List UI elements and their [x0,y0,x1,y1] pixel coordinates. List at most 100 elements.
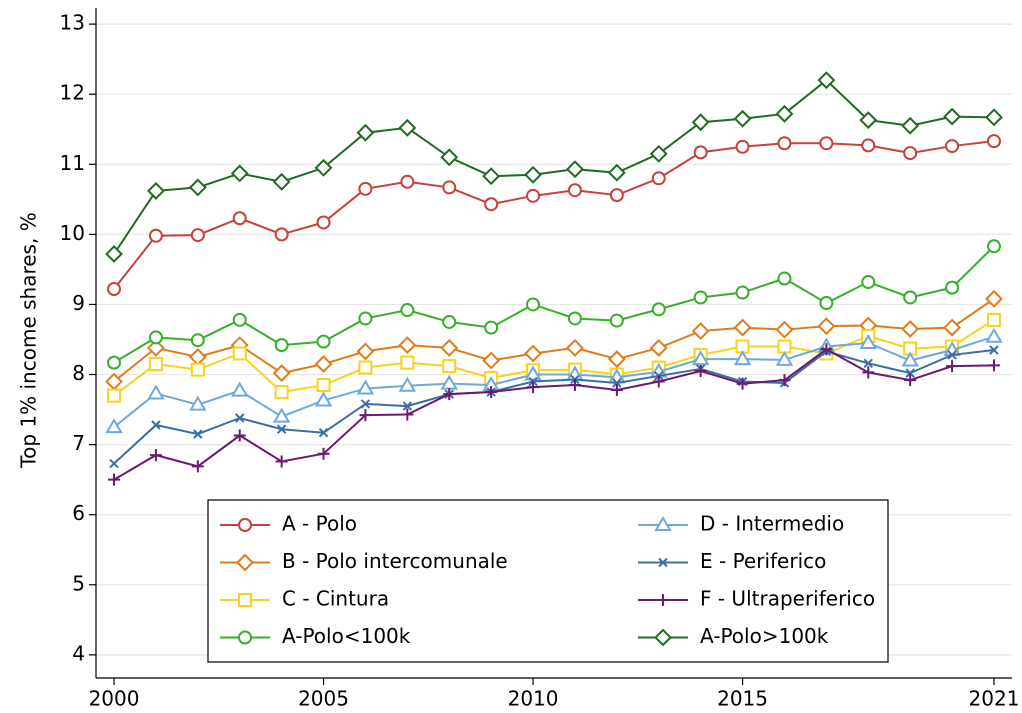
marker [651,302,666,317]
marker [317,447,330,460]
marker [358,181,373,196]
marker [777,271,792,286]
marker [238,630,252,645]
marker [819,296,834,311]
marker [189,395,207,411]
marker [733,350,752,366]
marker [817,71,836,90]
marker [314,158,333,177]
marker [358,360,373,375]
y-tick-label: 7 [72,431,85,455]
marker [188,348,207,366]
y-tick-label: 10 [60,221,85,245]
marker [442,314,457,329]
marker [736,377,749,390]
marker [107,355,122,370]
marker [693,290,708,305]
marker [442,180,457,195]
marker [105,245,123,263]
marker [861,138,876,153]
marker [566,338,584,357]
marker [442,359,457,374]
legend-label: A - Polo [282,512,357,536]
marker [904,374,917,387]
marker [609,313,624,328]
marker [274,227,289,242]
y-tick-label: 11 [60,151,85,175]
marker [524,165,542,184]
marker [777,339,792,354]
marker [985,327,1003,343]
marker [400,174,415,189]
marker [775,320,794,339]
marker [693,145,708,160]
marker [989,345,999,355]
marker [691,113,710,132]
marker [316,215,331,230]
marker [903,290,918,305]
marker [107,282,122,297]
marker [817,317,836,336]
marker [274,338,289,353]
marker [945,139,960,154]
marker [316,378,331,393]
marker [232,312,247,327]
marker [820,343,833,356]
marker [482,351,501,370]
marker [607,163,626,182]
marker [402,401,413,411]
legend-label: E - Periferico [700,549,826,573]
series [107,239,1001,370]
marker [612,378,622,388]
marker [901,351,919,367]
marker [649,144,668,163]
marker [272,172,291,191]
marker [398,376,417,392]
marker [735,139,750,154]
marker [272,364,291,383]
marker [318,427,329,438]
marker [193,429,203,439]
marker [148,330,163,345]
marker [149,449,162,462]
y-tick-label: 6 [72,501,85,525]
marker [148,228,163,243]
marker [233,429,246,442]
x-tick-label: 2021 [969,687,1020,711]
marker [484,320,499,335]
marker [859,334,878,349]
legend-label: F - Ultraperiferico [700,587,875,611]
marker [274,385,289,400]
series [109,345,999,469]
marker [107,388,122,403]
legend-label: C - Cintura [282,587,389,611]
series [105,71,1003,263]
marker [238,518,252,532]
marker [232,346,247,361]
marker [272,407,291,423]
marker [567,311,582,326]
marker [314,355,333,373]
series [107,134,1001,297]
marker [691,350,710,366]
marker [863,358,873,369]
marker [861,275,876,290]
marker [987,359,1000,372]
y-tick-label: 12 [60,81,85,105]
marker [733,318,752,337]
marker [401,408,414,421]
series-line [113,349,995,465]
marker [440,374,458,390]
marker [275,455,288,468]
x-tick-label: 2005 [298,687,349,711]
marker [190,228,205,243]
series [108,343,1000,486]
marker [524,344,542,363]
y-tick-label: 13 [60,11,85,35]
y-axis-label: Top 1% income shares, % [17,212,41,468]
marker [903,146,918,161]
marker [230,164,249,183]
marker [360,399,371,409]
marker [778,374,791,387]
